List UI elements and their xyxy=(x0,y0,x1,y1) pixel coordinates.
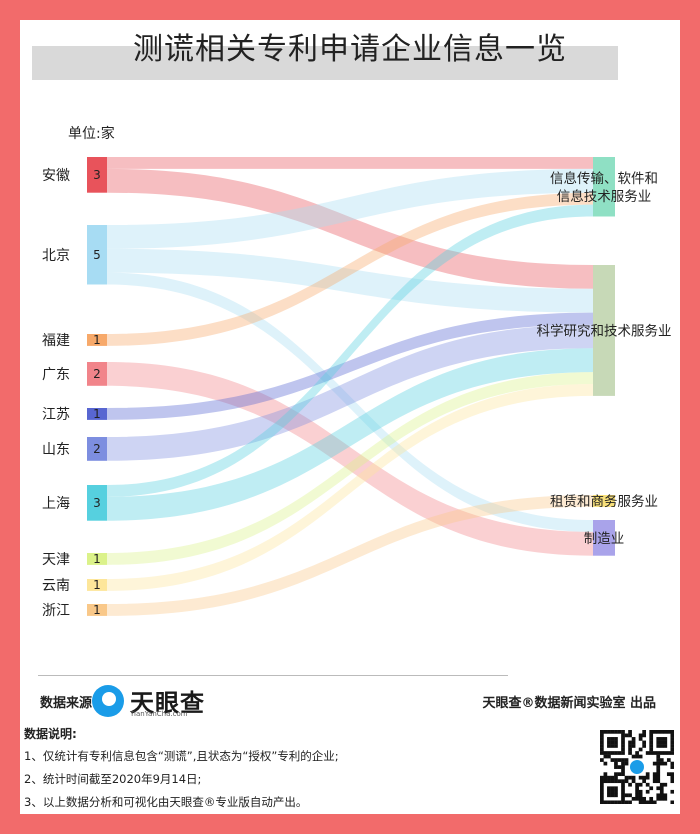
sankey-link xyxy=(107,372,593,565)
target-label: 信息传输、软件和 xyxy=(550,170,658,187)
logo-icon xyxy=(92,685,124,717)
footer-divider xyxy=(38,675,508,676)
source-label: 福建 xyxy=(42,333,70,349)
source-value-label: 2 xyxy=(93,367,101,381)
target-label: 科学研究和技术服务业 xyxy=(537,323,672,339)
source-value-label: 1 xyxy=(93,333,101,347)
sankey-link xyxy=(107,168,593,289)
source-value-label: 5 xyxy=(93,248,101,262)
sankey-link xyxy=(107,248,593,313)
sankey-link xyxy=(107,362,593,556)
target-node xyxy=(593,265,615,396)
source-node xyxy=(87,579,107,591)
source-value-label: 3 xyxy=(93,496,101,510)
target-label-line2: 信息技术服务业 xyxy=(557,188,652,205)
sankey-link xyxy=(107,312,593,420)
logo-subtext: TianYanCha.com xyxy=(130,710,188,718)
tianyancha-logo: 天眼查 TianYanCha.com xyxy=(92,683,212,719)
source-label: 山东 xyxy=(42,442,70,458)
source-value-label: 1 xyxy=(93,407,101,421)
sankey-link xyxy=(107,495,593,616)
source-label: 天津 xyxy=(42,552,70,568)
sankey-link xyxy=(107,192,593,346)
qr-code-icon xyxy=(600,730,674,804)
note-2: 2、统计时间截至2020年9月14日; xyxy=(24,772,202,786)
content-card xyxy=(20,20,680,814)
source-label: 上海 xyxy=(42,496,70,512)
source-label: 安徽 xyxy=(42,168,70,184)
source-label: 江苏 xyxy=(42,407,70,423)
target-label: 制造业 xyxy=(584,531,625,547)
page-title: 测谎相关专利申请企业信息一览 xyxy=(133,32,567,67)
note-1: 1、仅统计有专利信息包含“测谎”,且状态为“授权”专利的企业; xyxy=(24,749,339,763)
sankey-link xyxy=(107,384,593,591)
unit-label: 单位:家 xyxy=(68,126,115,142)
target-label: 租赁和商务服务业 xyxy=(550,494,658,510)
target-node xyxy=(593,495,615,507)
title-underlay xyxy=(32,46,618,80)
sankey-link xyxy=(107,157,593,169)
source-label: 广东 xyxy=(42,367,70,383)
source-value-label: 3 xyxy=(93,168,101,182)
sankey-link xyxy=(107,204,593,497)
sankey-link xyxy=(107,272,593,532)
source-node xyxy=(87,437,107,461)
source-node xyxy=(87,408,107,420)
sankey-link xyxy=(107,324,593,461)
source-value-label: 1 xyxy=(93,552,101,566)
note-3: 3、以上数据分析和可视化由天眼查®专业版自动产出。 xyxy=(24,795,308,809)
source-node xyxy=(87,485,107,521)
sankey-link xyxy=(107,348,593,521)
source-node xyxy=(87,225,107,285)
source-label: 浙江 xyxy=(42,603,70,619)
data-source-label: 数据来源: xyxy=(40,696,98,711)
logo-text: 天眼查 xyxy=(130,689,205,717)
producer-label: 天眼查®数据新闻实验室 出品 xyxy=(482,696,656,711)
source-node xyxy=(87,553,107,565)
source-node xyxy=(87,334,107,346)
source-nodes: 安徽 3 北京 5 福建 1 广东 2 江苏 1 山东 2 上海 3 天津 1 云南 1 浙江 1 xyxy=(42,157,107,619)
target-node xyxy=(593,157,615,217)
source-node xyxy=(87,362,107,386)
source-label: 北京 xyxy=(42,248,70,264)
source-node xyxy=(87,604,107,616)
source-node xyxy=(87,157,107,193)
notes-title: 数据说明: xyxy=(24,727,77,741)
sankey-link xyxy=(107,168,593,249)
source-value-label: 2 xyxy=(93,442,101,456)
source-value-label: 1 xyxy=(93,578,101,592)
sankey-links xyxy=(107,157,593,616)
source-label: 云南 xyxy=(42,578,70,594)
target-node xyxy=(593,520,615,556)
source-value-label: 1 xyxy=(93,603,101,617)
